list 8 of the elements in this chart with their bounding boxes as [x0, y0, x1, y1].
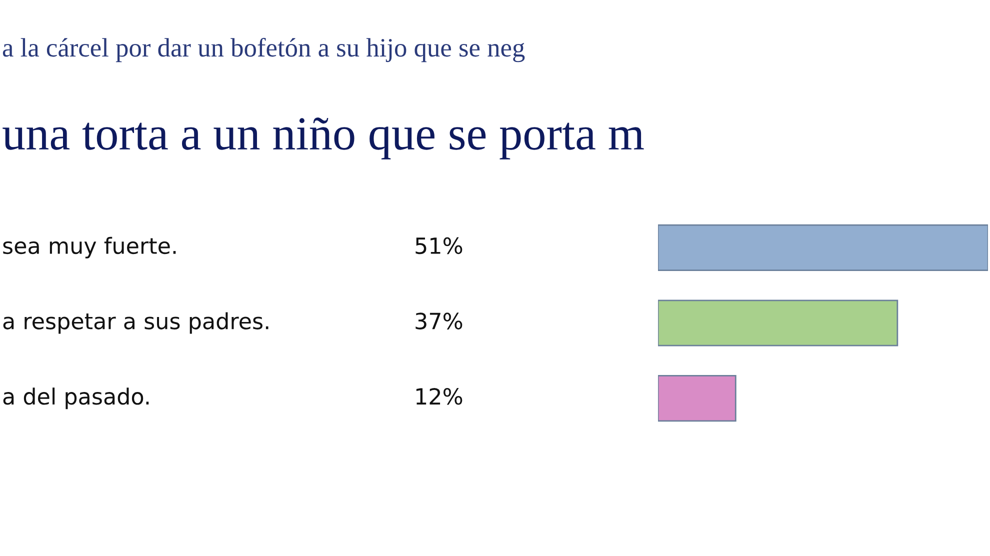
- data-label: 12%: [416, 388, 462, 405]
- y-tick-label: a del pasado.: [3, 388, 149, 410]
- data-label: 51%: [416, 237, 462, 254]
- y-tick-label: sea muy fuerte.: [3, 236, 176, 258]
- data-label: 37%: [416, 312, 462, 330]
- chart-title: una torta a un niño que se porta m: [2, 118, 644, 160]
- text: a la cárcel por dar un bofetón a su hijo que se neg: [2, 38, 525, 62]
- y-tick-label: a respetar a sus padres.: [3, 312, 268, 334]
